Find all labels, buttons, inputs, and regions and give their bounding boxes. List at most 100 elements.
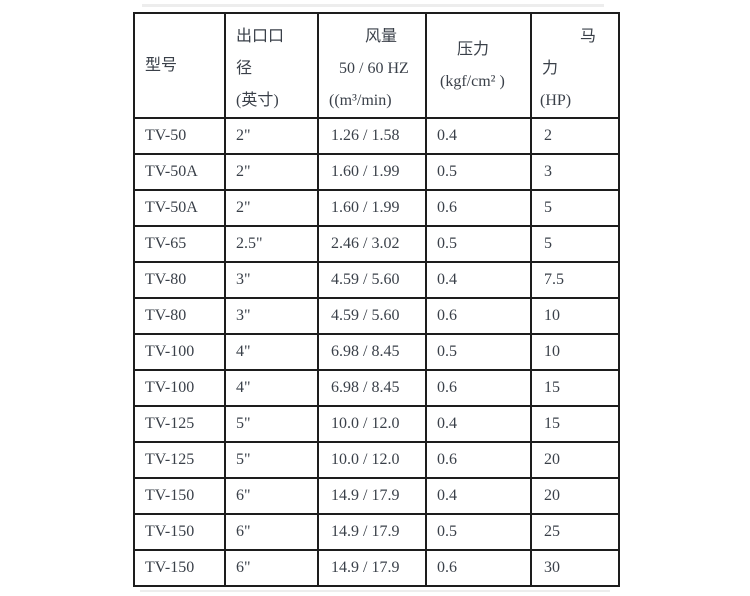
cell-airflow: 4.59 / 5.60 <box>317 261 427 299</box>
cell-airflow: 14.9 / 17.9 <box>317 549 427 587</box>
cell-horsepower: 10 <box>530 297 620 335</box>
cell-pressure: 0.6 <box>425 297 532 335</box>
table-row: TV-125 5" 10.0 / 12.0 0.4 15 <box>133 405 620 443</box>
cell-model: TV-125 <box>133 441 226 479</box>
header-pressure: 压力 (kgf/cm² ) <box>425 12 532 119</box>
table-body: TV-50 2" 1.26 / 1.58 0.4 2 TV-50A 2" 1.6… <box>133 117 620 587</box>
header-horsepower: 马 力 (HP) <box>530 12 620 119</box>
cell-model: TV-150 <box>133 477 226 515</box>
cell-outlet-diameter: 4" <box>224 333 319 371</box>
cell-model: TV-50 <box>133 117 226 155</box>
header-line: 风量 <box>365 28 398 45</box>
cell-airflow: 10.0 / 12.0 <box>317 441 427 479</box>
cell-horsepower: 3 <box>530 153 620 191</box>
cell-airflow: 10.0 / 12.0 <box>317 405 427 443</box>
header-model: 型号 <box>133 12 226 119</box>
header-line: 出口口 <box>236 28 285 45</box>
table-row: TV-125 5" 10.0 / 12.0 0.6 20 <box>133 441 620 479</box>
cell-airflow: 14.9 / 17.9 <box>317 477 427 515</box>
cell-pressure: 0.6 <box>425 441 532 479</box>
cell-outlet-diameter: 3" <box>224 261 319 299</box>
header-line: 力 <box>542 60 559 77</box>
cell-horsepower: 10 <box>530 333 620 371</box>
cell-airflow: 6.98 / 8.45 <box>317 369 427 407</box>
cell-airflow: 14.9 / 17.9 <box>317 513 427 551</box>
specs-table: 型号 出口口 径 (英寸) 风量 50 / 60 HZ ((m³/min) 压力… <box>133 12 620 587</box>
cell-pressure: 0.5 <box>425 333 532 371</box>
header-outlet-diameter: 出口口 径 (英寸) <box>224 12 319 119</box>
cell-model: TV-50A <box>133 189 226 227</box>
cell-outlet-diameter: 5" <box>224 441 319 479</box>
cell-pressure: 0.4 <box>425 405 532 443</box>
cell-model: TV-80 <box>133 261 226 299</box>
header-line: 压力 <box>457 40 490 58</box>
cell-outlet-diameter: 4" <box>224 369 319 407</box>
header-line: 50 / 60 HZ <box>339 60 409 77</box>
cell-horsepower: 7.5 <box>530 261 620 299</box>
table-row: TV-150 6" 14.9 / 17.9 0.5 25 <box>133 513 620 551</box>
table-row: TV-65 2.5" 2.46 / 3.02 0.5 5 <box>133 225 620 263</box>
cell-pressure: 0.6 <box>425 189 532 227</box>
header-line: (英寸) <box>236 92 279 109</box>
cell-airflow: 1.60 / 1.99 <box>317 153 427 191</box>
cell-outlet-diameter: 2" <box>224 153 319 191</box>
cell-model: TV-100 <box>133 333 226 371</box>
cell-airflow: 4.59 / 5.60 <box>317 297 427 335</box>
header-row: 型号 出口口 径 (英寸) 风量 50 / 60 HZ ((m³/min) 压力… <box>133 12 620 119</box>
header-line: (HP) <box>540 92 572 109</box>
header-airflow: 风量 50 / 60 HZ ((m³/min) <box>317 12 427 119</box>
header-line: (kgf/cm² ) <box>440 72 505 90</box>
table-row: TV-150 6" 14.9 / 17.9 0.6 30 <box>133 549 620 587</box>
table-header: 型号 出口口 径 (英寸) 风量 50 / 60 HZ ((m³/min) 压力… <box>133 12 620 119</box>
cell-model: TV-125 <box>133 405 226 443</box>
cell-model: TV-80 <box>133 297 226 335</box>
cell-pressure: 0.4 <box>425 117 532 155</box>
cell-airflow: 2.46 / 3.02 <box>317 225 427 263</box>
table-row: TV-100 4" 6.98 / 8.45 0.5 10 <box>133 333 620 371</box>
cell-pressure: 0.5 <box>425 513 532 551</box>
cell-horsepower: 5 <box>530 225 620 263</box>
cell-horsepower: 20 <box>530 441 620 479</box>
table-row: TV-150 6" 14.9 / 17.9 0.4 20 <box>133 477 620 515</box>
cell-airflow: 6.98 / 8.45 <box>317 333 427 371</box>
cell-outlet-diameter: 2" <box>224 117 319 155</box>
scan-artifact-top <box>142 4 604 7</box>
cell-outlet-diameter: 6" <box>224 477 319 515</box>
cell-horsepower: 5 <box>530 189 620 227</box>
scan-artifact-bottom <box>140 590 610 592</box>
cell-horsepower: 20 <box>530 477 620 515</box>
cell-outlet-diameter: 6" <box>224 513 319 551</box>
cell-airflow: 1.26 / 1.58 <box>317 117 427 155</box>
cell-outlet-diameter: 2" <box>224 189 319 227</box>
table-row: TV-100 4" 6.98 / 8.45 0.6 15 <box>133 369 620 407</box>
cell-outlet-diameter: 2.5" <box>224 225 319 263</box>
table-row: TV-50A 2" 1.60 / 1.99 0.5 3 <box>133 153 620 191</box>
cell-model: TV-150 <box>133 513 226 551</box>
cell-pressure: 0.4 <box>425 261 532 299</box>
cell-horsepower: 25 <box>530 513 620 551</box>
specs-table-container: 型号 出口口 径 (英寸) 风量 50 / 60 HZ ((m³/min) 压力… <box>133 12 620 587</box>
cell-outlet-diameter: 3" <box>224 297 319 335</box>
cell-horsepower: 15 <box>530 369 620 407</box>
cell-model: TV-100 <box>133 369 226 407</box>
header-line: ((m³/min) <box>329 92 392 109</box>
cell-outlet-diameter: 6" <box>224 549 319 587</box>
cell-pressure: 0.4 <box>425 477 532 515</box>
cell-pressure: 0.6 <box>425 549 532 587</box>
header-line: 型号 <box>145 56 178 74</box>
cell-outlet-diameter: 5" <box>224 405 319 443</box>
cell-horsepower: 2 <box>530 117 620 155</box>
cell-horsepower: 30 <box>530 549 620 587</box>
table-row: TV-50A 2" 1.60 / 1.99 0.6 5 <box>133 189 620 227</box>
table-row: TV-50 2" 1.26 / 1.58 0.4 2 <box>133 117 620 155</box>
cell-horsepower: 15 <box>530 405 620 443</box>
header-line: 径 <box>236 60 253 77</box>
cell-pressure: 0.6 <box>425 369 532 407</box>
table-row: TV-80 3" 4.59 / 5.60 0.4 7.5 <box>133 261 620 299</box>
cell-model: TV-65 <box>133 225 226 263</box>
cell-pressure: 0.5 <box>425 225 532 263</box>
cell-model: TV-150 <box>133 549 226 587</box>
header-line: 马 <box>580 28 597 45</box>
cell-pressure: 0.5 <box>425 153 532 191</box>
table-row: TV-80 3" 4.59 / 5.60 0.6 10 <box>133 297 620 335</box>
